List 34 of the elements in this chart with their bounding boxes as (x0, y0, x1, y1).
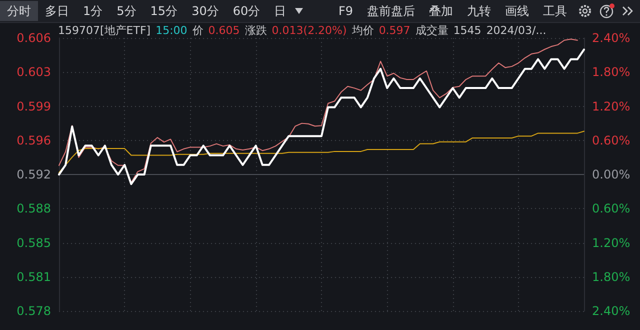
text: 工具 (542, 3, 568, 20)
text: 画线 (504, 3, 530, 20)
y2-tick-label: 2.40% (592, 304, 630, 318)
y2-tick-label: 0.60% (592, 202, 630, 216)
text: 30分 (190, 3, 220, 20)
y2-tick-label: 1.20% (592, 236, 630, 250)
y2-tick-label: 1.80% (592, 270, 630, 284)
text: 盘前盘后 (366, 3, 416, 20)
text: 15分 (149, 3, 179, 20)
y2-tick-label: 1.80% (592, 65, 630, 80)
y-tick-label: 0.588 (16, 202, 51, 216)
text: 日 (273, 3, 288, 20)
text: F9 (337, 3, 354, 20)
chart-title: 159707[地产ETF] 15:00 价 0.605 涨跌 0.013(2.20%) 均价 0.597 成交量 1545 2024/03/... (58, 24, 546, 36)
text: 叠加 (428, 3, 454, 20)
text: 1分 (82, 3, 104, 20)
text: 60分 (232, 3, 262, 20)
y-tick-label: 0.592 (16, 168, 51, 182)
line-series (58, 130, 584, 174)
text: 5分 (116, 3, 138, 20)
y2-tick-label: 0.00% (592, 168, 630, 182)
y-tick-label: 0.578 (16, 304, 51, 318)
y2-tick-label: 0.60% (592, 133, 630, 148)
y-tick-label: 0.603 (16, 65, 51, 80)
y-tick-label: 0.581 (16, 270, 51, 284)
text: 分时 (0, 1, 38, 21)
y-tick-label: 0.596 (16, 133, 51, 148)
text: 多日 (44, 3, 70, 20)
y2-tick-label: 2.40% (592, 31, 630, 45)
y2-tick-label: 1.20% (592, 99, 630, 114)
y-tick-label: 0.599 (16, 99, 51, 114)
y-tick-label: 0.585 (16, 236, 51, 250)
text: 九转 (466, 3, 492, 20)
y-tick-label: 0.606 (16, 31, 51, 45)
